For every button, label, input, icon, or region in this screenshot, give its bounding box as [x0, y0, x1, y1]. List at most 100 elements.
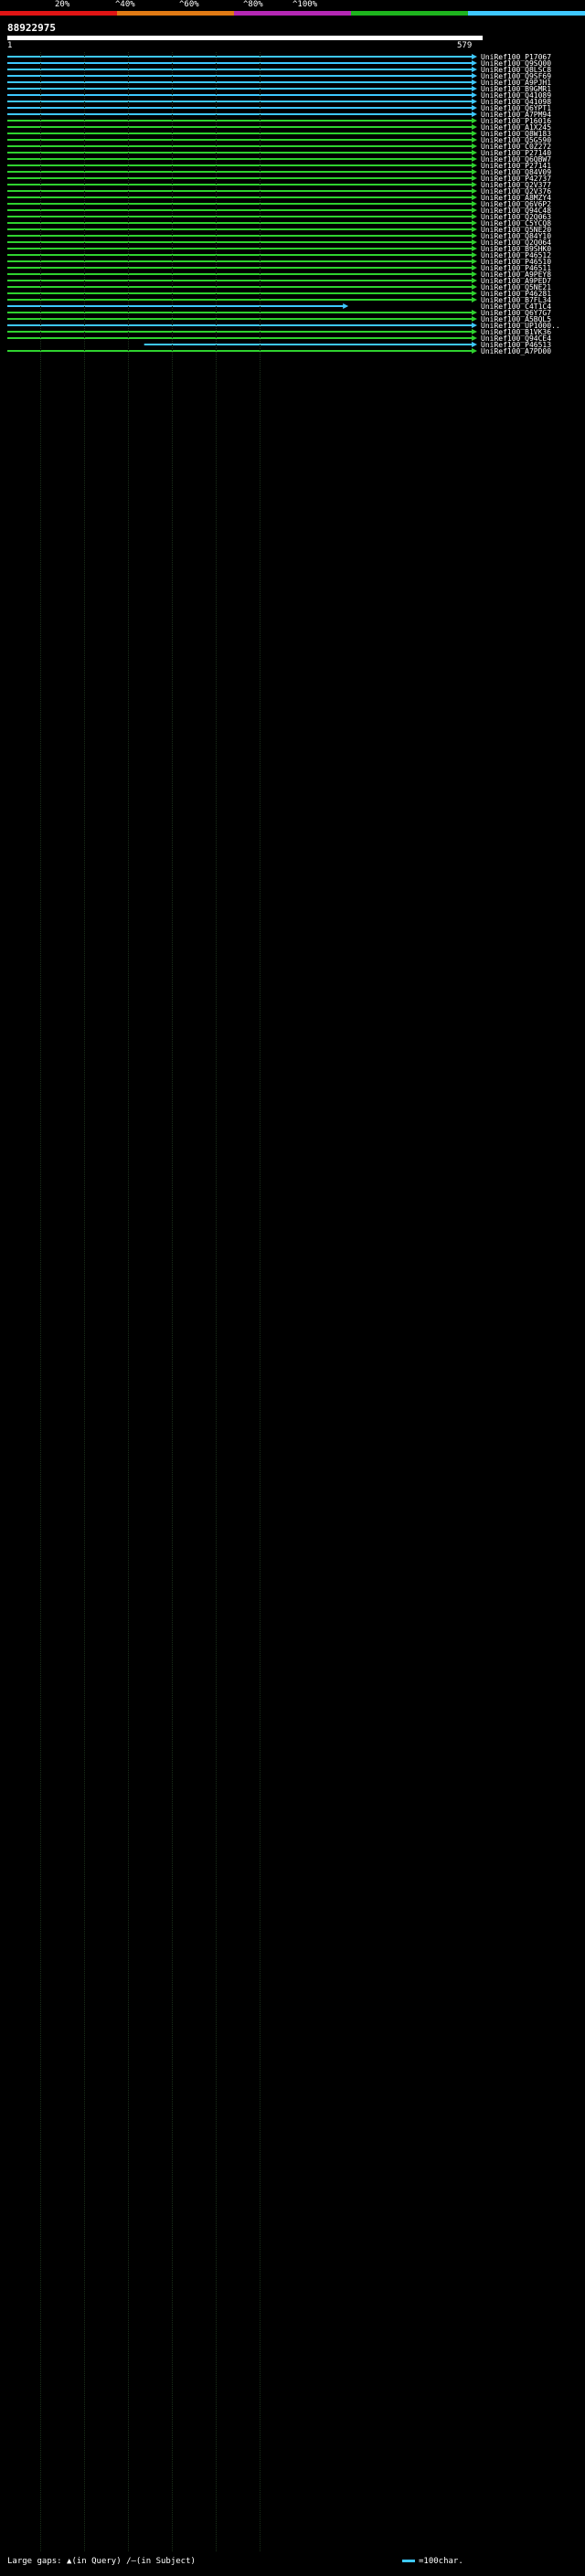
hit-arrow [472, 227, 477, 232]
hit-label[interactable]: UniRef100_Q94C48 [481, 207, 551, 215]
hit-arrow [472, 323, 477, 328]
hit-arrow [472, 284, 477, 290]
hit-label[interactable]: UniRef100_Q5NE21 [481, 283, 551, 292]
hit-arrow [472, 214, 477, 219]
grid-line [260, 52, 261, 2551]
hit-label[interactable]: UniRef100_A8MZY4 [481, 194, 551, 202]
hit-label[interactable]: UniRef100_A1X245 [481, 123, 551, 132]
legend-color-2 [117, 11, 234, 16]
in-subject-label: /—(in Subject) [126, 2557, 196, 2566]
hit-label[interactable]: UniRef100_Q2V377 [481, 181, 551, 189]
hit-label[interactable]: UniRef100_P17067 [481, 53, 551, 61]
hit-label[interactable]: UniRef100_Q6Y7G7 [481, 309, 551, 317]
hit-label[interactable]: UniRef100_Q94CE4 [481, 334, 551, 343]
hit-label[interactable]: UniRef100_Q41098 [481, 98, 551, 106]
scale-swatch [402, 2560, 415, 2562]
hit-label[interactable]: UniRef100_P42737 [481, 175, 551, 183]
hit-label[interactable]: UniRef100_C0Z272 [481, 143, 551, 151]
hit-arrow [472, 175, 477, 181]
hit-label[interactable]: UniRef100_P46281 [481, 290, 551, 298]
hit-arrow [472, 271, 477, 277]
hit-label[interactable]: UniRef100_P46512 [481, 251, 551, 260]
hit-label[interactable]: UniRef100_P27141 [481, 162, 551, 170]
hit-label[interactable]: UniRef100_Q2Q064 [481, 239, 551, 247]
hit-label[interactable]: UniRef100_C5YCQ8 [481, 219, 551, 228]
footer-legend: Large gaps: ▲(in Query) /—(in Subject) [7, 2557, 196, 2566]
hit-label[interactable]: UniRef100_Q6V6P2 [481, 200, 551, 208]
hit-label[interactable]: UniRef100_P16016 [481, 117, 551, 125]
hit-arrow [472, 105, 477, 111]
hit-arrow [472, 252, 477, 258]
hit-arrow [472, 335, 477, 341]
hit-arrow [472, 310, 477, 315]
hit-label[interactable]: UniRef100_B7FL34 [481, 296, 551, 304]
hit-label[interactable]: UniRef100_Q9SF69 [481, 72, 551, 80]
hit-label[interactable]: UniRef100_C4T1C4 [481, 302, 551, 311]
hit-label[interactable]: UniRef100_UP1000.. [481, 322, 560, 330]
hit-arrow [472, 316, 477, 322]
hit-label[interactable]: UniRef100_P46510 [481, 258, 551, 266]
hit-arrow [472, 265, 477, 270]
query-start: 1 [7, 41, 13, 50]
hit-label[interactable]: UniRef100_Q2Q063 [481, 213, 551, 221]
hit-label[interactable]: UniRef100_P27140 [481, 149, 551, 157]
hit-label[interactable]: UniRef100_A7PM94 [481, 111, 551, 119]
hit-label[interactable]: UniRef100_Q6QBW7 [481, 155, 551, 164]
hit-label[interactable]: UniRef100_Q8LSC8 [481, 66, 551, 74]
hit-arrow [472, 73, 477, 79]
hit-arrow [472, 259, 477, 264]
hit-label[interactable]: UniRef100_B9GMR1 [481, 85, 551, 93]
hit-arrow [472, 278, 477, 283]
hit-label[interactable]: UniRef100_A5BQL5 [481, 315, 551, 323]
grid-line [40, 52, 41, 2551]
hit-label[interactable]: UniRef100_Q9SQ00 [481, 59, 551, 68]
query-bar [7, 36, 483, 40]
hit-label[interactable]: UniRef100_Q41089 [481, 91, 551, 100]
hit-arrow [472, 348, 477, 354]
hit-label[interactable]: UniRef100_Q6YPT1 [481, 104, 551, 112]
hit-label[interactable]: UniRef100_P46511 [481, 264, 551, 272]
hit-arrow [472, 188, 477, 194]
hit-arrow [472, 291, 477, 296]
hit-arrow [472, 207, 477, 213]
hit-label[interactable]: UniRef100_B1VK36 [481, 328, 551, 336]
hit-arrow [472, 169, 477, 175]
scale-legend: =100char. [402, 2557, 463, 2566]
hit-label[interactable]: UniRef100_Q2V376 [481, 187, 551, 196]
hit-arrow [472, 150, 477, 155]
legend-percent-1: 20% [55, 0, 70, 9]
hit-label[interactable]: UniRef100_Q5G590 [481, 136, 551, 144]
hit-arrow [472, 297, 477, 302]
hit-label[interactable]: UniRef100_A9PEY8 [481, 270, 551, 279]
hit-label[interactable]: UniRef100_P46513 [481, 341, 551, 349]
hit-label[interactable]: UniRef100_A9PJH1 [481, 79, 551, 87]
hit-arrow [472, 220, 477, 226]
legend-color-4 [351, 11, 468, 16]
legend-percent-4: ^80% [243, 0, 263, 9]
query-end: 579 [457, 41, 473, 50]
hit-arrow [472, 246, 477, 251]
grid-line [216, 52, 217, 2551]
hit-label[interactable]: UniRef100_Q5NE20 [481, 226, 551, 234]
hit-label[interactable]: UniRef100_A9PED7 [481, 277, 551, 285]
hit-label[interactable]: UniRef100_Q84Y10 [481, 232, 551, 240]
legend-color-5 [468, 11, 585, 16]
hit-arrow [472, 201, 477, 207]
grid-line [84, 52, 85, 2551]
hit-label[interactable]: UniRef100_Q84V09 [481, 168, 551, 176]
hit-arrow [472, 92, 477, 98]
hit-label[interactable]: UniRef100_B9SHK0 [481, 245, 551, 253]
hit-label[interactable]: UniRef100_Q8W183 [481, 130, 551, 138]
scale-label: =100char. [419, 2557, 463, 2566]
grid-line [172, 52, 173, 2551]
hit-arrow [472, 86, 477, 91]
hit-arrow [472, 239, 477, 245]
hit-arrow [472, 80, 477, 85]
legend-color-1 [0, 11, 117, 16]
hit-arrow [472, 111, 477, 117]
identity-color-legend: 20% ^40% ^60% ^80% ^100% [0, 0, 585, 18]
legend-percent-5: ^100% [292, 0, 318, 9]
hit-arrow [472, 124, 477, 130]
hit-label[interactable]: UniRef100_A7PD00 [481, 347, 551, 355]
